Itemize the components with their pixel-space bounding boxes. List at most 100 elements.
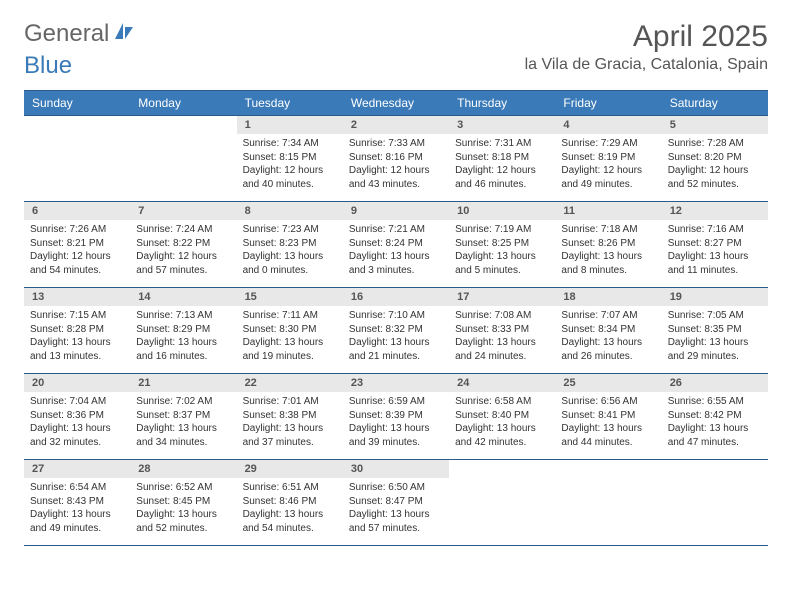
daylight-text: Daylight: 13 hours and 49 minutes.	[30, 508, 124, 535]
day-details: Sunrise: 6:52 AMSunset: 8:45 PMDaylight:…	[130, 478, 236, 539]
calendar-cell: 14Sunrise: 7:13 AMSunset: 8:29 PMDayligh…	[130, 288, 236, 374]
day-number: 14	[130, 288, 236, 306]
sunrise-text: Sunrise: 6:59 AM	[349, 395, 443, 409]
day-number: 1	[237, 116, 343, 134]
sunset-text: Sunset: 8:43 PM	[30, 495, 124, 509]
day-number: 2	[343, 116, 449, 134]
day-number: 11	[555, 202, 661, 220]
day-details: Sunrise: 7:05 AMSunset: 8:35 PMDaylight:…	[662, 306, 768, 367]
sunset-text: Sunset: 8:39 PM	[349, 409, 443, 423]
daylight-text: Daylight: 13 hours and 32 minutes.	[30, 422, 124, 449]
calendar-cell: 28Sunrise: 6:52 AMSunset: 8:45 PMDayligh…	[130, 460, 236, 546]
weekday-header: Sunday	[24, 91, 130, 116]
weekday-header: Friday	[555, 91, 661, 116]
day-details: Sunrise: 6:58 AMSunset: 8:40 PMDaylight:…	[449, 392, 555, 453]
logo-text-blue: Blue	[24, 52, 72, 80]
daylight-text: Daylight: 12 hours and 43 minutes.	[349, 164, 443, 191]
day-details: Sunrise: 7:33 AMSunset: 8:16 PMDaylight:…	[343, 134, 449, 195]
day-details: Sunrise: 7:18 AMSunset: 8:26 PMDaylight:…	[555, 220, 661, 281]
calendar-cell: 6Sunrise: 7:26 AMSunset: 8:21 PMDaylight…	[24, 202, 130, 288]
day-number: 30	[343, 460, 449, 478]
calendar-cell: 29Sunrise: 6:51 AMSunset: 8:46 PMDayligh…	[237, 460, 343, 546]
sunrise-text: Sunrise: 6:52 AM	[136, 481, 230, 495]
weekday-header: Saturday	[662, 91, 768, 116]
calendar-cell: 15Sunrise: 7:11 AMSunset: 8:30 PMDayligh…	[237, 288, 343, 374]
daylight-text: Daylight: 13 hours and 54 minutes.	[243, 508, 337, 535]
day-details: Sunrise: 7:01 AMSunset: 8:38 PMDaylight:…	[237, 392, 343, 453]
day-details: Sunrise: 7:11 AMSunset: 8:30 PMDaylight:…	[237, 306, 343, 367]
sunrise-text: Sunrise: 7:04 AM	[30, 395, 124, 409]
sunset-text: Sunset: 8:16 PM	[349, 151, 443, 165]
day-details: Sunrise: 7:13 AMSunset: 8:29 PMDaylight:…	[130, 306, 236, 367]
day-number: 15	[237, 288, 343, 306]
sunrise-text: Sunrise: 7:23 AM	[243, 223, 337, 237]
logo: General	[24, 20, 135, 48]
daylight-text: Daylight: 13 hours and 8 minutes.	[561, 250, 655, 277]
daylight-text: Daylight: 13 hours and 19 minutes.	[243, 336, 337, 363]
sunset-text: Sunset: 8:47 PM	[349, 495, 443, 509]
sunrise-text: Sunrise: 7:05 AM	[668, 309, 762, 323]
day-number: 7	[130, 202, 236, 220]
day-number: 17	[449, 288, 555, 306]
sunset-text: Sunset: 8:24 PM	[349, 237, 443, 251]
sunset-text: Sunset: 8:42 PM	[668, 409, 762, 423]
sunrise-text: Sunrise: 6:54 AM	[30, 481, 124, 495]
sunrise-text: Sunrise: 6:51 AM	[243, 481, 337, 495]
sunset-text: Sunset: 8:46 PM	[243, 495, 337, 509]
calendar-cell: 16Sunrise: 7:10 AMSunset: 8:32 PMDayligh…	[343, 288, 449, 374]
calendar-cell: 10Sunrise: 7:19 AMSunset: 8:25 PMDayligh…	[449, 202, 555, 288]
day-number: 22	[237, 374, 343, 392]
day-details: Sunrise: 7:07 AMSunset: 8:34 PMDaylight:…	[555, 306, 661, 367]
sunset-text: Sunset: 8:15 PM	[243, 151, 337, 165]
daylight-text: Daylight: 13 hours and 26 minutes.	[561, 336, 655, 363]
sunset-text: Sunset: 8:21 PM	[30, 237, 124, 251]
calendar-cell: 25Sunrise: 6:56 AMSunset: 8:41 PMDayligh…	[555, 374, 661, 460]
day-number: 23	[343, 374, 449, 392]
sunset-text: Sunset: 8:27 PM	[668, 237, 762, 251]
location-text: la Vila de Gracia, Catalonia, Spain	[525, 56, 768, 74]
calendar-cell	[130, 116, 236, 202]
daylight-text: Daylight: 12 hours and 57 minutes.	[136, 250, 230, 277]
logo-text-general: General	[24, 20, 109, 48]
sail-icon	[113, 20, 135, 48]
sunrise-text: Sunrise: 7:29 AM	[561, 137, 655, 151]
weekday-header-row: Sunday Monday Tuesday Wednesday Thursday…	[24, 91, 768, 116]
calendar-cell	[555, 460, 661, 546]
day-details: Sunrise: 7:16 AMSunset: 8:27 PMDaylight:…	[662, 220, 768, 281]
calendar-cell: 7Sunrise: 7:24 AMSunset: 8:22 PMDaylight…	[130, 202, 236, 288]
calendar-body: 1 Sunrise: 7:34 AMSunset: 8:15 PM Daylight…	[24, 116, 768, 546]
day-number: 4	[555, 116, 661, 134]
sunset-text: Sunset: 8:26 PM	[561, 237, 655, 251]
calendar-cell: 19Sunrise: 7:05 AMSunset: 8:35 PMDayligh…	[662, 288, 768, 374]
sunrise-text: Sunrise: 7:08 AM	[455, 309, 549, 323]
calendar-cell	[449, 460, 555, 546]
sunset-text: Sunset: 8:23 PM	[243, 237, 337, 251]
daylight-text: Daylight: 12 hours and 49 minutes.	[561, 164, 655, 191]
sunrise-text: Sunrise: 7:34 AM	[243, 137, 337, 151]
day-details: Sunrise: 7:24 AMSunset: 8:22 PMDaylight:…	[130, 220, 236, 281]
calendar-cell: 2Sunrise: 7:33 AMSunset: 8:16 PMDaylight…	[343, 116, 449, 202]
day-details: Sunrise: 6:56 AMSunset: 8:41 PMDaylight:…	[555, 392, 661, 453]
calendar-cell: 3Sunrise: 7:31 AMSunset: 8:18 PMDaylight…	[449, 116, 555, 202]
calendar-cell: 4Sunrise: 7:29 AMSunset: 8:19 PMDaylight…	[555, 116, 661, 202]
sunrise-text: Sunrise: 7:02 AM	[136, 395, 230, 409]
day-details: Sunrise: 6:51 AMSunset: 8:46 PMDaylight:…	[237, 478, 343, 539]
day-number: 19	[662, 288, 768, 306]
sunrise-text: Sunrise: 7:07 AM	[561, 309, 655, 323]
daylight-text: Daylight: 13 hours and 24 minutes.	[455, 336, 549, 363]
day-details: Sunrise: 6:59 AMSunset: 8:39 PMDaylight:…	[343, 392, 449, 453]
day-number: 10	[449, 202, 555, 220]
sunset-text: Sunset: 8:28 PM	[30, 323, 124, 337]
day-number: 27	[24, 460, 130, 478]
sunset-text: Sunset: 8:35 PM	[668, 323, 762, 337]
sunset-text: Sunset: 8:20 PM	[668, 151, 762, 165]
daylight-text: Daylight: 13 hours and 5 minutes.	[455, 250, 549, 277]
calendar-cell: 12Sunrise: 7:16 AMSunset: 8:27 PMDayligh…	[662, 202, 768, 288]
sunrise-text: Sunrise: 7:26 AM	[30, 223, 124, 237]
calendar-cell: 27 Sunrise: 6:54 AMSunset: 8:43 PMDayligh…	[24, 460, 130, 546]
day-number: 21	[130, 374, 236, 392]
daylight-text: Daylight: 13 hours and 16 minutes.	[136, 336, 230, 363]
calendar-row: 13Sunrise: 7:15 AMSunset: 8:28 PMDayligh…	[24, 288, 768, 374]
day-details: Sunrise: 7:29 AMSunset: 8:19 PMDaylight:…	[555, 134, 661, 195]
day-details: Sunrise: 7:04 AMSunset: 8:36 PMDaylight:…	[24, 392, 130, 453]
